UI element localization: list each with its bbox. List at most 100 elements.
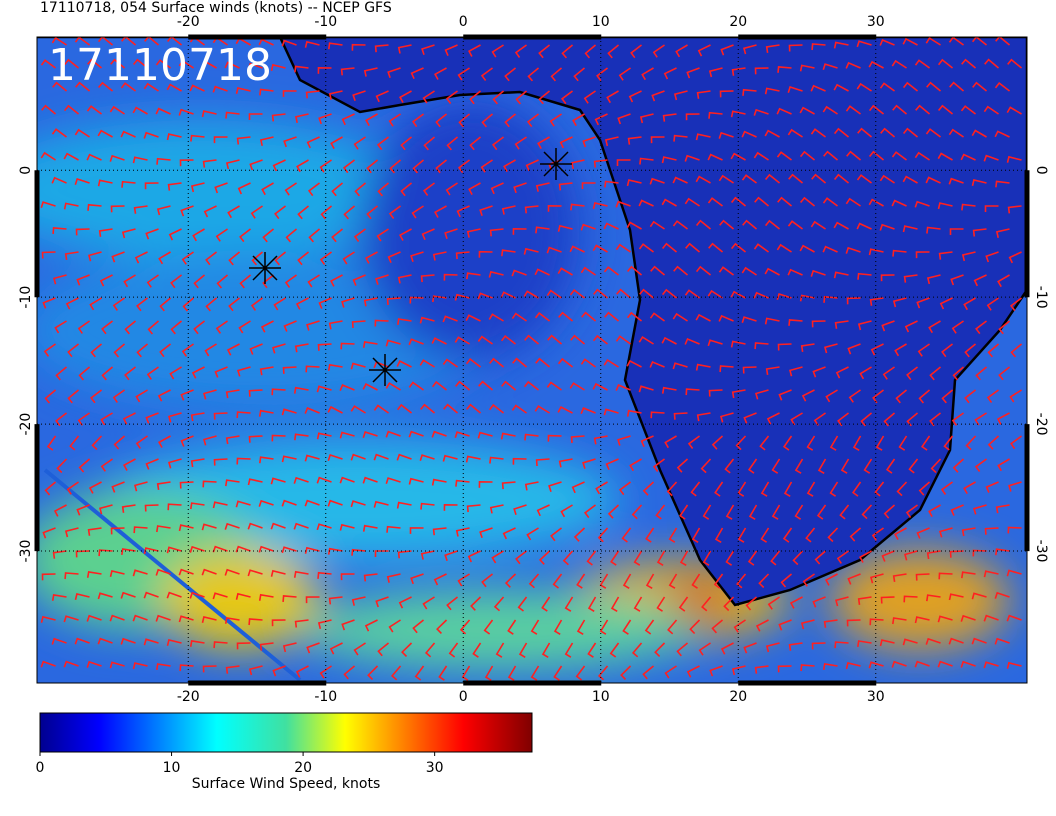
wind-barb [628,90,642,103]
wind-barb [736,573,747,589]
wind-barb [132,662,148,670]
wind-barb [673,412,688,420]
wind-barb [401,642,413,657]
wind-barb [203,389,217,400]
wind-barb [120,130,136,138]
wind-barb [524,433,539,441]
wind-barb [247,478,263,486]
wind-barb [1010,343,1023,358]
wind-barb [948,637,964,645]
wind-barb [649,220,665,230]
wind-barb [203,205,217,218]
wind-barb [771,458,781,474]
wind-barb [191,366,205,379]
wind-barb [297,205,310,220]
wind-barb [764,129,780,138]
wind-barb [782,435,793,451]
lat-label-right: -20 [1033,413,1049,436]
wind-barb [215,320,228,334]
wind-barb [422,182,435,196]
wind-barb [582,458,596,469]
wind-barb [675,689,687,699]
wind-barb [859,550,872,563]
wind-barb [524,205,539,214]
wind-barb [304,454,320,462]
wind-barb [812,686,826,692]
wind-barb [97,129,113,138]
wind-barb [201,616,217,623]
wind-barb [436,619,448,634]
wind-barb [435,159,448,174]
wind-barb [262,689,274,700]
wind-barb [320,205,333,220]
wind-barb [723,596,735,612]
wind-barb [645,527,655,543]
wind-barb [457,67,470,81]
wind-barb [638,335,654,345]
wind-barb [166,83,182,92]
wind-barb [564,689,573,703]
wind-barb [224,61,240,69]
wind-barb [366,159,379,174]
wind-barb [951,320,964,334]
wind-barb [874,481,885,497]
wind-barb [466,228,481,238]
wind-barb [596,67,609,82]
wind-barb [560,90,574,105]
wind-barb [455,251,470,260]
wind-barb [794,504,804,520]
wind-barb [558,458,573,468]
wind-barb [698,689,711,698]
wind-barb [592,382,608,391]
wind-barb [202,159,217,168]
wind-barb [339,523,355,531]
wind-barb [720,412,734,423]
wind-barb [879,223,895,231]
wind-barb [501,205,516,215]
wind-barb [236,136,251,145]
wind-barb [583,504,597,519]
wind-barb [834,685,848,691]
wind-barb [755,619,769,632]
wind-barb [318,297,332,309]
wind-barb [833,221,849,230]
wind-barb [281,408,297,416]
wind-barb [702,504,712,520]
wind-barb [724,458,735,474]
wind-barb [178,524,194,532]
wind-barb [409,527,424,534]
wind-barb [984,527,999,535]
wind-barb [856,222,872,230]
wind-barb [156,157,171,165]
wind-barb [603,266,620,276]
wind-barb [696,412,711,422]
wind-barb [672,362,688,370]
wind-barb [466,504,481,513]
wind-barb [836,550,849,564]
wind-barb [388,113,401,127]
wind-barb [995,228,1010,238]
wind-barb [54,320,67,334]
wind-barb [469,136,482,151]
wind-barb [327,499,343,507]
wind-barb [454,336,470,345]
wind-barb [179,664,194,672]
wind-barb [546,289,562,299]
wind-barb [741,174,757,184]
wind-barb [557,406,573,414]
wind-barb [239,274,252,289]
wind-barb [656,596,666,612]
wind-barb [410,573,424,585]
wind-barb [523,247,539,255]
wind-barb [444,550,458,562]
wind-barb [758,573,770,589]
wind-barb [592,202,608,209]
wind-barb [293,386,309,394]
wind-barb [409,296,424,304]
wind-barb [576,619,586,635]
wind-barb [87,58,103,69]
wind-barb [673,134,688,142]
wind-barb [794,458,804,474]
wind-barb [937,58,954,69]
wind-barb [376,136,390,151]
